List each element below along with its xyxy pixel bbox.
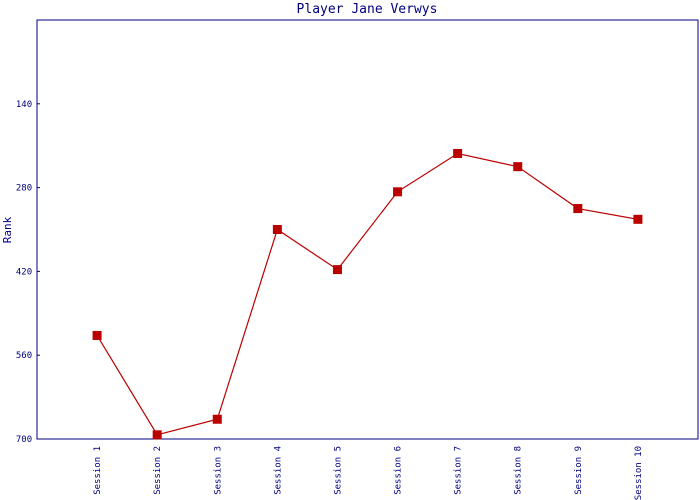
y-tick-label: 420 [16, 267, 32, 277]
point-marker [152, 430, 162, 440]
x-tick-label: Session 4 [273, 446, 283, 495]
point-marker [332, 265, 342, 275]
x-tick-label: Session 1 [93, 446, 103, 495]
point-marker [513, 162, 523, 172]
chart-title: Player Jane Verwys [297, 2, 438, 17]
point-marker [92, 330, 102, 340]
y-tick-label: 140 [16, 100, 32, 110]
x-tick-label: Session 8 [514, 446, 524, 495]
x-tick-label: Session 7 [454, 446, 464, 495]
y-tick-label: 560 [16, 351, 32, 361]
x-tick-label: Session 6 [394, 446, 404, 495]
y-axis-label: Rank [1, 216, 14, 243]
point-marker [573, 204, 583, 214]
y-tick-label: 280 [16, 184, 32, 194]
x-tick-label: Session 3 [213, 446, 223, 495]
series-line [96, 152, 639, 436]
point-marker [453, 148, 463, 158]
y-tick-label: 700 [16, 435, 32, 445]
x-tick-label: Session 10 [634, 446, 644, 500]
plot-frame [36, 19, 699, 440]
point-marker [272, 225, 282, 234]
point-marker [212, 414, 222, 424]
x-tick-label: Session 9 [574, 446, 584, 495]
x-tick-label: Session 5 [333, 446, 343, 495]
x-tick-label: Session 2 [153, 446, 163, 495]
point-marker [393, 187, 403, 197]
point-marker [633, 214, 643, 224]
